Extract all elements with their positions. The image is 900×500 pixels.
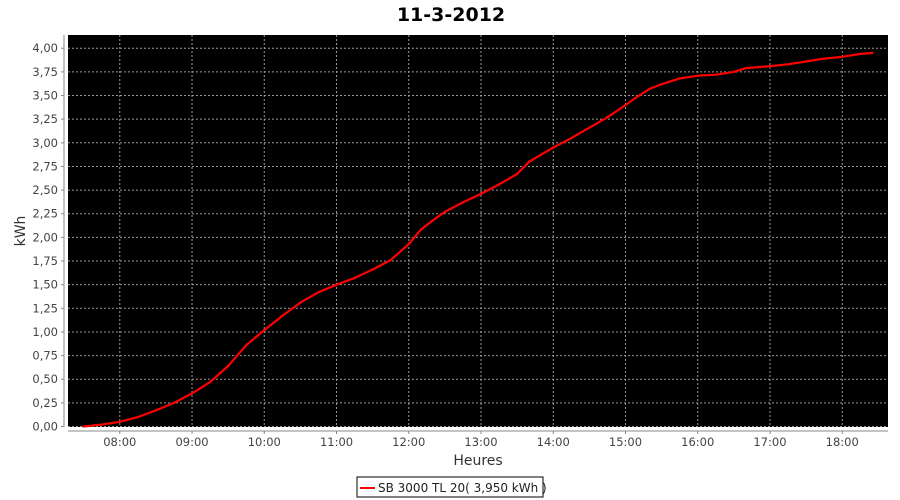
y-tick-label: 3,00 [32, 136, 58, 150]
data-point [822, 57, 826, 60]
data-point [859, 52, 862, 56]
data-point [407, 242, 410, 246]
x-tick-label: 14:00 [537, 435, 570, 449]
x-tick-label: 10:00 [248, 435, 281, 449]
data-point [768, 65, 772, 68]
data-point [714, 73, 718, 76]
x-tick-label: 17:00 [753, 435, 786, 449]
x-tick-label: 15:00 [609, 435, 642, 449]
data-point [431, 219, 435, 222]
data-point [744, 66, 748, 70]
x-tick-label: 18:00 [826, 435, 859, 449]
data-point [154, 409, 158, 412]
data-point [624, 103, 627, 107]
data-point [443, 210, 447, 214]
y-tick-label: 0,75 [32, 349, 58, 363]
data-point [136, 415, 140, 419]
data-point [786, 63, 790, 66]
y-tick-label: 3,75 [32, 65, 58, 79]
legend: SB 3000 TL 20( 3,950 kWh ) [356, 476, 547, 498]
data-point [245, 343, 248, 347]
x-tick-label: 12:00 [392, 435, 425, 449]
data-point [82, 425, 85, 428]
data-point [606, 116, 609, 119]
data-point [172, 401, 176, 405]
data-point [636, 95, 639, 98]
data-point [389, 258, 392, 262]
x-tick-label: 13:00 [464, 435, 497, 449]
gridlines [68, 35, 888, 428]
x-axis: 08:00 09:00 10:00 11:00 12:00 13:00 14:00 15:00… [103, 431, 859, 449]
legend-label: SB 3000 TL 20( 3,950 kWh ) [378, 481, 547, 495]
data-point [732, 70, 736, 74]
y-tick-label: 0,00 [32, 420, 58, 434]
data-point [804, 60, 808, 63]
data-point [281, 314, 284, 318]
y-tick-label: 3,50 [32, 89, 58, 103]
data-point [317, 291, 320, 294]
data-point [588, 126, 591, 129]
data-point [190, 392, 194, 395]
x-tick-label: 09:00 [175, 435, 208, 449]
data-point [226, 364, 230, 368]
data-point [678, 77, 681, 80]
y-tick-label: 1,75 [32, 254, 58, 268]
data-point [660, 82, 663, 86]
data-point [419, 228, 423, 232]
y-tick-label: 4,00 [32, 41, 58, 55]
y-tick-label: 2,25 [32, 207, 58, 221]
data-point [100, 423, 103, 426]
data-point [208, 380, 212, 384]
data-point [371, 268, 374, 271]
y-tick-label: 0,50 [32, 372, 58, 386]
data-point [118, 420, 121, 423]
data-point [353, 276, 356, 280]
data-point [335, 283, 338, 286]
x-tick-label: 11:00 [320, 435, 353, 449]
data-point [841, 55, 844, 58]
y-tick-label: 2,50 [32, 183, 58, 197]
data-point [497, 183, 501, 186]
data-point [515, 172, 519, 176]
data-point [696, 74, 699, 77]
data-point [263, 328, 266, 332]
y-axis-label: kWh [13, 216, 29, 247]
x-axis-label: Heures [453, 453, 502, 469]
data-point [299, 301, 302, 304]
legend-box [356, 476, 544, 498]
plot-area [68, 35, 888, 427]
data-point [871, 51, 874, 55]
x-tick-label: 16:00 [681, 435, 714, 449]
y-tick-label: 2,75 [32, 159, 58, 173]
data-point [479, 192, 483, 196]
series-layer [82, 51, 874, 428]
x-tick-label: 08:00 [103, 435, 136, 449]
data-point [648, 87, 651, 91]
data-point [552, 146, 555, 149]
y-tick-label: 3,25 [32, 112, 58, 126]
y-tick-label: 1,50 [32, 278, 58, 292]
chart-title: 11-3-2012 [397, 4, 505, 26]
data-point [570, 136, 573, 140]
y-tick-label: 2,00 [32, 230, 58, 244]
data-point [527, 160, 531, 163]
y-tick-label: 1,00 [32, 325, 58, 339]
y-tick-label: 0,25 [32, 396, 58, 410]
y-tick-label: 1,25 [32, 301, 58, 315]
data-point [461, 201, 465, 204]
y-axis: 0,00 0,25 0,50 0,75 1,00 1,25 1,50 1,75 2,00 2,25… [32, 41, 64, 434]
